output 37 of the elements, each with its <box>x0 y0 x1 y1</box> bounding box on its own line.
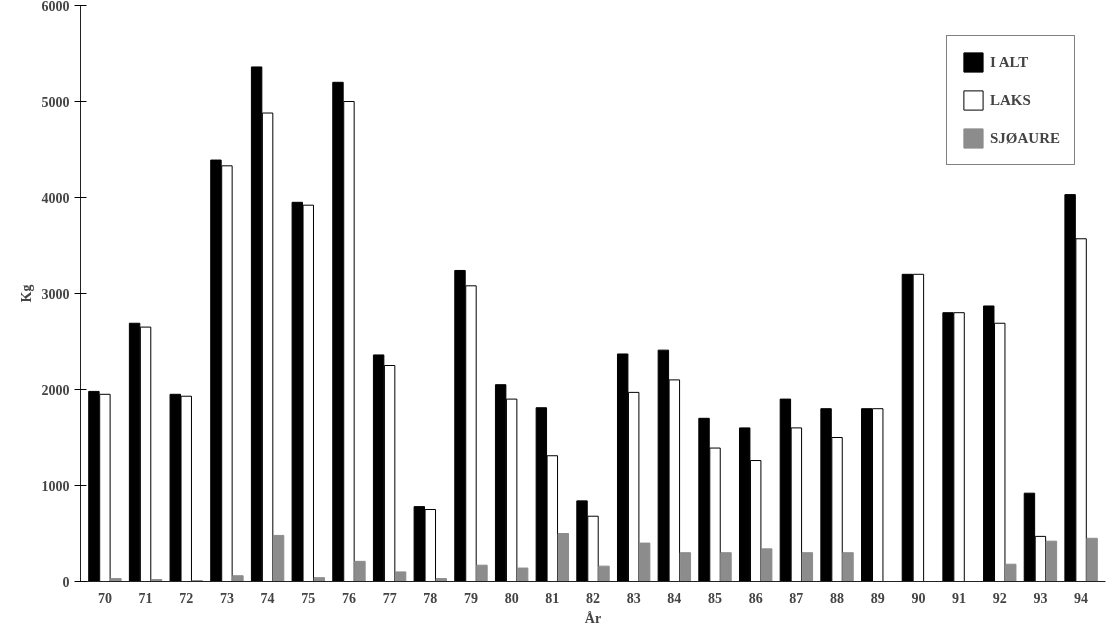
x-tick-label: 87 <box>789 590 804 606</box>
x-tick-label: 79 <box>463 590 478 606</box>
y-tick-label: 3000 <box>41 286 70 302</box>
y-tick-label: 5000 <box>41 94 70 110</box>
y-tick-label: 1000 <box>41 478 70 494</box>
x-tick-label: 83 <box>626 590 641 606</box>
x-tick-label: 93 <box>1033 590 1048 606</box>
y-tick-label: 0 <box>62 574 70 590</box>
x-tick-label: 91 <box>952 590 967 606</box>
x-tick-label: 77 <box>382 590 397 606</box>
x-tick-label: 73 <box>219 590 234 606</box>
x-tick-label: 80 <box>504 590 519 606</box>
y-tick-label: 4000 <box>41 190 70 206</box>
x-tick-label: 71 <box>138 590 153 606</box>
y-axis-title: Kg <box>18 284 34 303</box>
x-tick-label: 76 <box>341 590 356 606</box>
x-tick-label: 94 <box>1074 590 1089 606</box>
x-tick-label: 84 <box>667 590 682 606</box>
x-tick-label: 82 <box>586 590 600 606</box>
x-tick-label: 86 <box>748 590 763 606</box>
y-tick-label: 6000 <box>41 0 70 14</box>
legend-label: SJØAURE <box>989 129 1060 147</box>
x-tick-label: 88 <box>830 590 845 606</box>
x-tick-label: 70 <box>97 590 112 606</box>
x-tick-label: 78 <box>423 590 438 606</box>
legend-label: I ALT <box>989 53 1029 71</box>
x-tick-label: 72 <box>179 590 194 606</box>
x-tick-label: 90 <box>911 590 926 606</box>
y-tick-label: 2000 <box>41 382 70 398</box>
x-tick-label: 74 <box>260 590 275 606</box>
x-tick-label: 92 <box>992 590 1007 606</box>
x-tick-label: 75 <box>301 590 316 606</box>
x-tick-label: 89 <box>870 590 885 606</box>
legend-label: LAKS <box>989 91 1031 109</box>
x-tick-label: 85 <box>708 590 723 606</box>
x-tick-label: 81 <box>545 590 560 606</box>
x-axis-title: År <box>584 610 602 626</box>
